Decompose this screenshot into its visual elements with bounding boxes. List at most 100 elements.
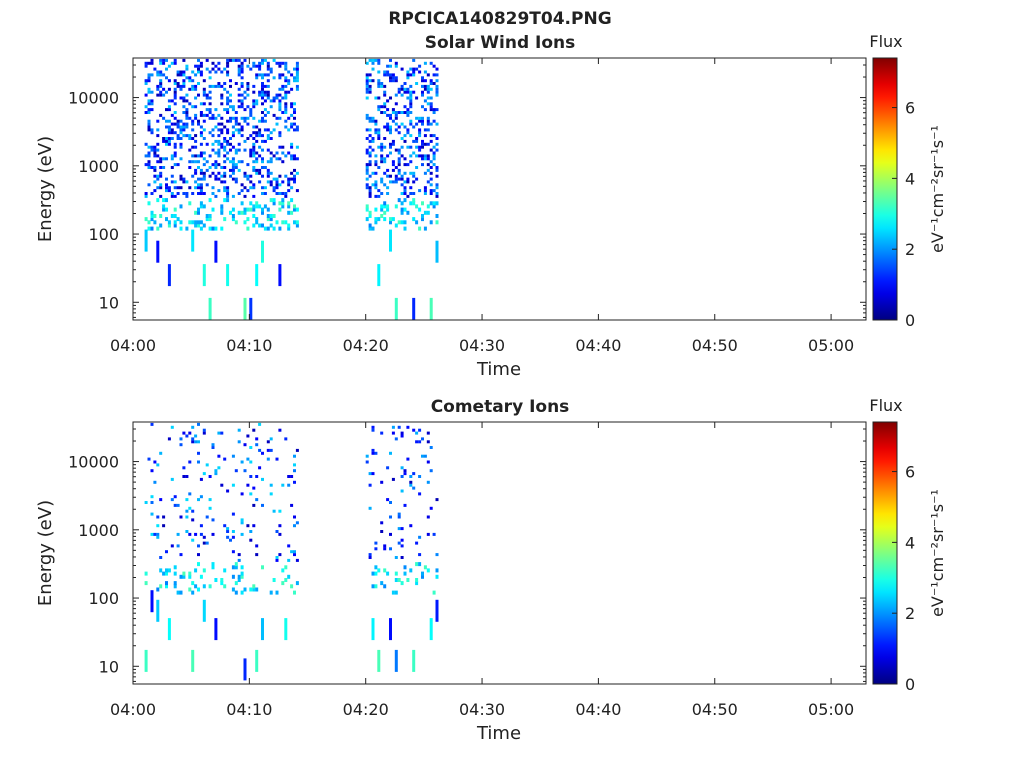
flux-cell — [284, 96, 288, 100]
flux-cell — [278, 61, 282, 65]
flux-cell — [185, 122, 189, 126]
flux-cell — [179, 226, 183, 231]
flux-cell — [429, 160, 433, 164]
flux-cell — [226, 70, 230, 74]
flux-cell — [153, 67, 157, 71]
flux-cell — [202, 192, 206, 195]
flux-cell — [182, 574, 186, 579]
flux-cell — [287, 189, 291, 193]
flux-cell — [435, 174, 439, 178]
flux-cell — [377, 217, 381, 222]
flux-cell — [185, 111, 189, 114]
flux-cell — [220, 207, 224, 212]
flux-cell — [237, 558, 241, 562]
flux-cell — [365, 148, 369, 152]
flux-cell — [197, 220, 200, 225]
flux-cell — [194, 134, 198, 138]
flux-cell — [394, 116, 398, 120]
flux-cell — [418, 128, 422, 132]
flux-cell — [421, 437, 424, 441]
flux-cell — [173, 79, 177, 83]
flux-cell — [231, 168, 235, 172]
flux-cell — [432, 590, 436, 595]
flux-cell — [185, 194, 189, 198]
flux-cell — [374, 160, 378, 164]
flux-cell — [266, 79, 270, 83]
flux-cell — [421, 79, 424, 83]
flux-cell — [394, 223, 398, 228]
flux-cell — [400, 434, 404, 438]
flux-cell — [365, 217, 369, 222]
flux-cell — [255, 544, 259, 548]
flux-cell — [231, 454, 235, 458]
x-tick-label: 04:30 — [459, 700, 505, 719]
flux-cell — [167, 108, 171, 112]
flux-cell — [170, 192, 174, 195]
flux-cell — [412, 58, 416, 62]
flux-cell — [432, 151, 436, 155]
flux-cell — [255, 160, 259, 164]
flux-cell — [293, 524, 296, 528]
flux-cell — [217, 82, 221, 85]
flux-cell — [194, 223, 198, 228]
flux-cell — [406, 76, 410, 80]
flux-cell — [261, 119, 264, 123]
flux-cell — [426, 122, 430, 126]
flux-cell — [226, 198, 230, 203]
flux-cell — [208, 214, 212, 218]
flux-cell — [371, 428, 375, 432]
flux-cell — [426, 440, 430, 444]
flux-cell — [237, 93, 241, 97]
flux-cell — [176, 590, 180, 595]
flux-cell — [156, 177, 160, 181]
flux-cell — [261, 174, 264, 178]
flux-cell — [191, 154, 195, 158]
flux-cell — [249, 154, 253, 158]
flux-cell — [275, 186, 279, 190]
flux-cell — [415, 145, 419, 149]
flux-cell — [368, 556, 372, 559]
flux-cell — [391, 111, 395, 114]
flux-cell — [156, 524, 160, 528]
flux-cell — [214, 163, 218, 167]
flux-cell — [255, 587, 259, 592]
flux-cell — [394, 61, 398, 65]
flux-cell — [368, 472, 372, 476]
flux-cell — [287, 223, 291, 228]
flux-cell — [275, 61, 279, 65]
flux-cell — [226, 192, 230, 195]
flux-cell — [380, 204, 384, 209]
flux-cell — [429, 139, 433, 143]
flux-cell — [188, 460, 192, 464]
flux-cell — [290, 157, 294, 161]
flux-cell — [261, 451, 264, 455]
flux-cell — [202, 128, 206, 132]
flux-cell — [421, 571, 424, 576]
flux-cell — [234, 148, 238, 152]
flux-cell — [191, 105, 195, 109]
flux-cell — [173, 495, 177, 499]
flux-cell — [255, 171, 259, 175]
flux-cell — [374, 565, 378, 570]
flux-cell — [255, 64, 259, 68]
flux-cell — [255, 134, 259, 138]
flux-cell — [243, 148, 247, 152]
flux-cell — [185, 99, 189, 103]
flux-cell — [295, 73, 299, 77]
flux-cell — [252, 194, 256, 198]
flux-cell — [226, 186, 230, 190]
flux-cell — [240, 76, 244, 80]
flux-cell — [287, 558, 291, 562]
flux-cell — [208, 131, 212, 135]
flux-cell — [412, 472, 416, 476]
flux-cell — [194, 139, 198, 143]
flux-cell — [258, 73, 262, 77]
flux-cell — [170, 194, 174, 198]
flux-cell — [258, 448, 262, 452]
flux-cell — [429, 102, 433, 106]
flux-cell — [429, 201, 433, 206]
flux-cell — [208, 498, 212, 502]
flux-cell — [173, 584, 177, 589]
flux-cell — [389, 220, 392, 225]
